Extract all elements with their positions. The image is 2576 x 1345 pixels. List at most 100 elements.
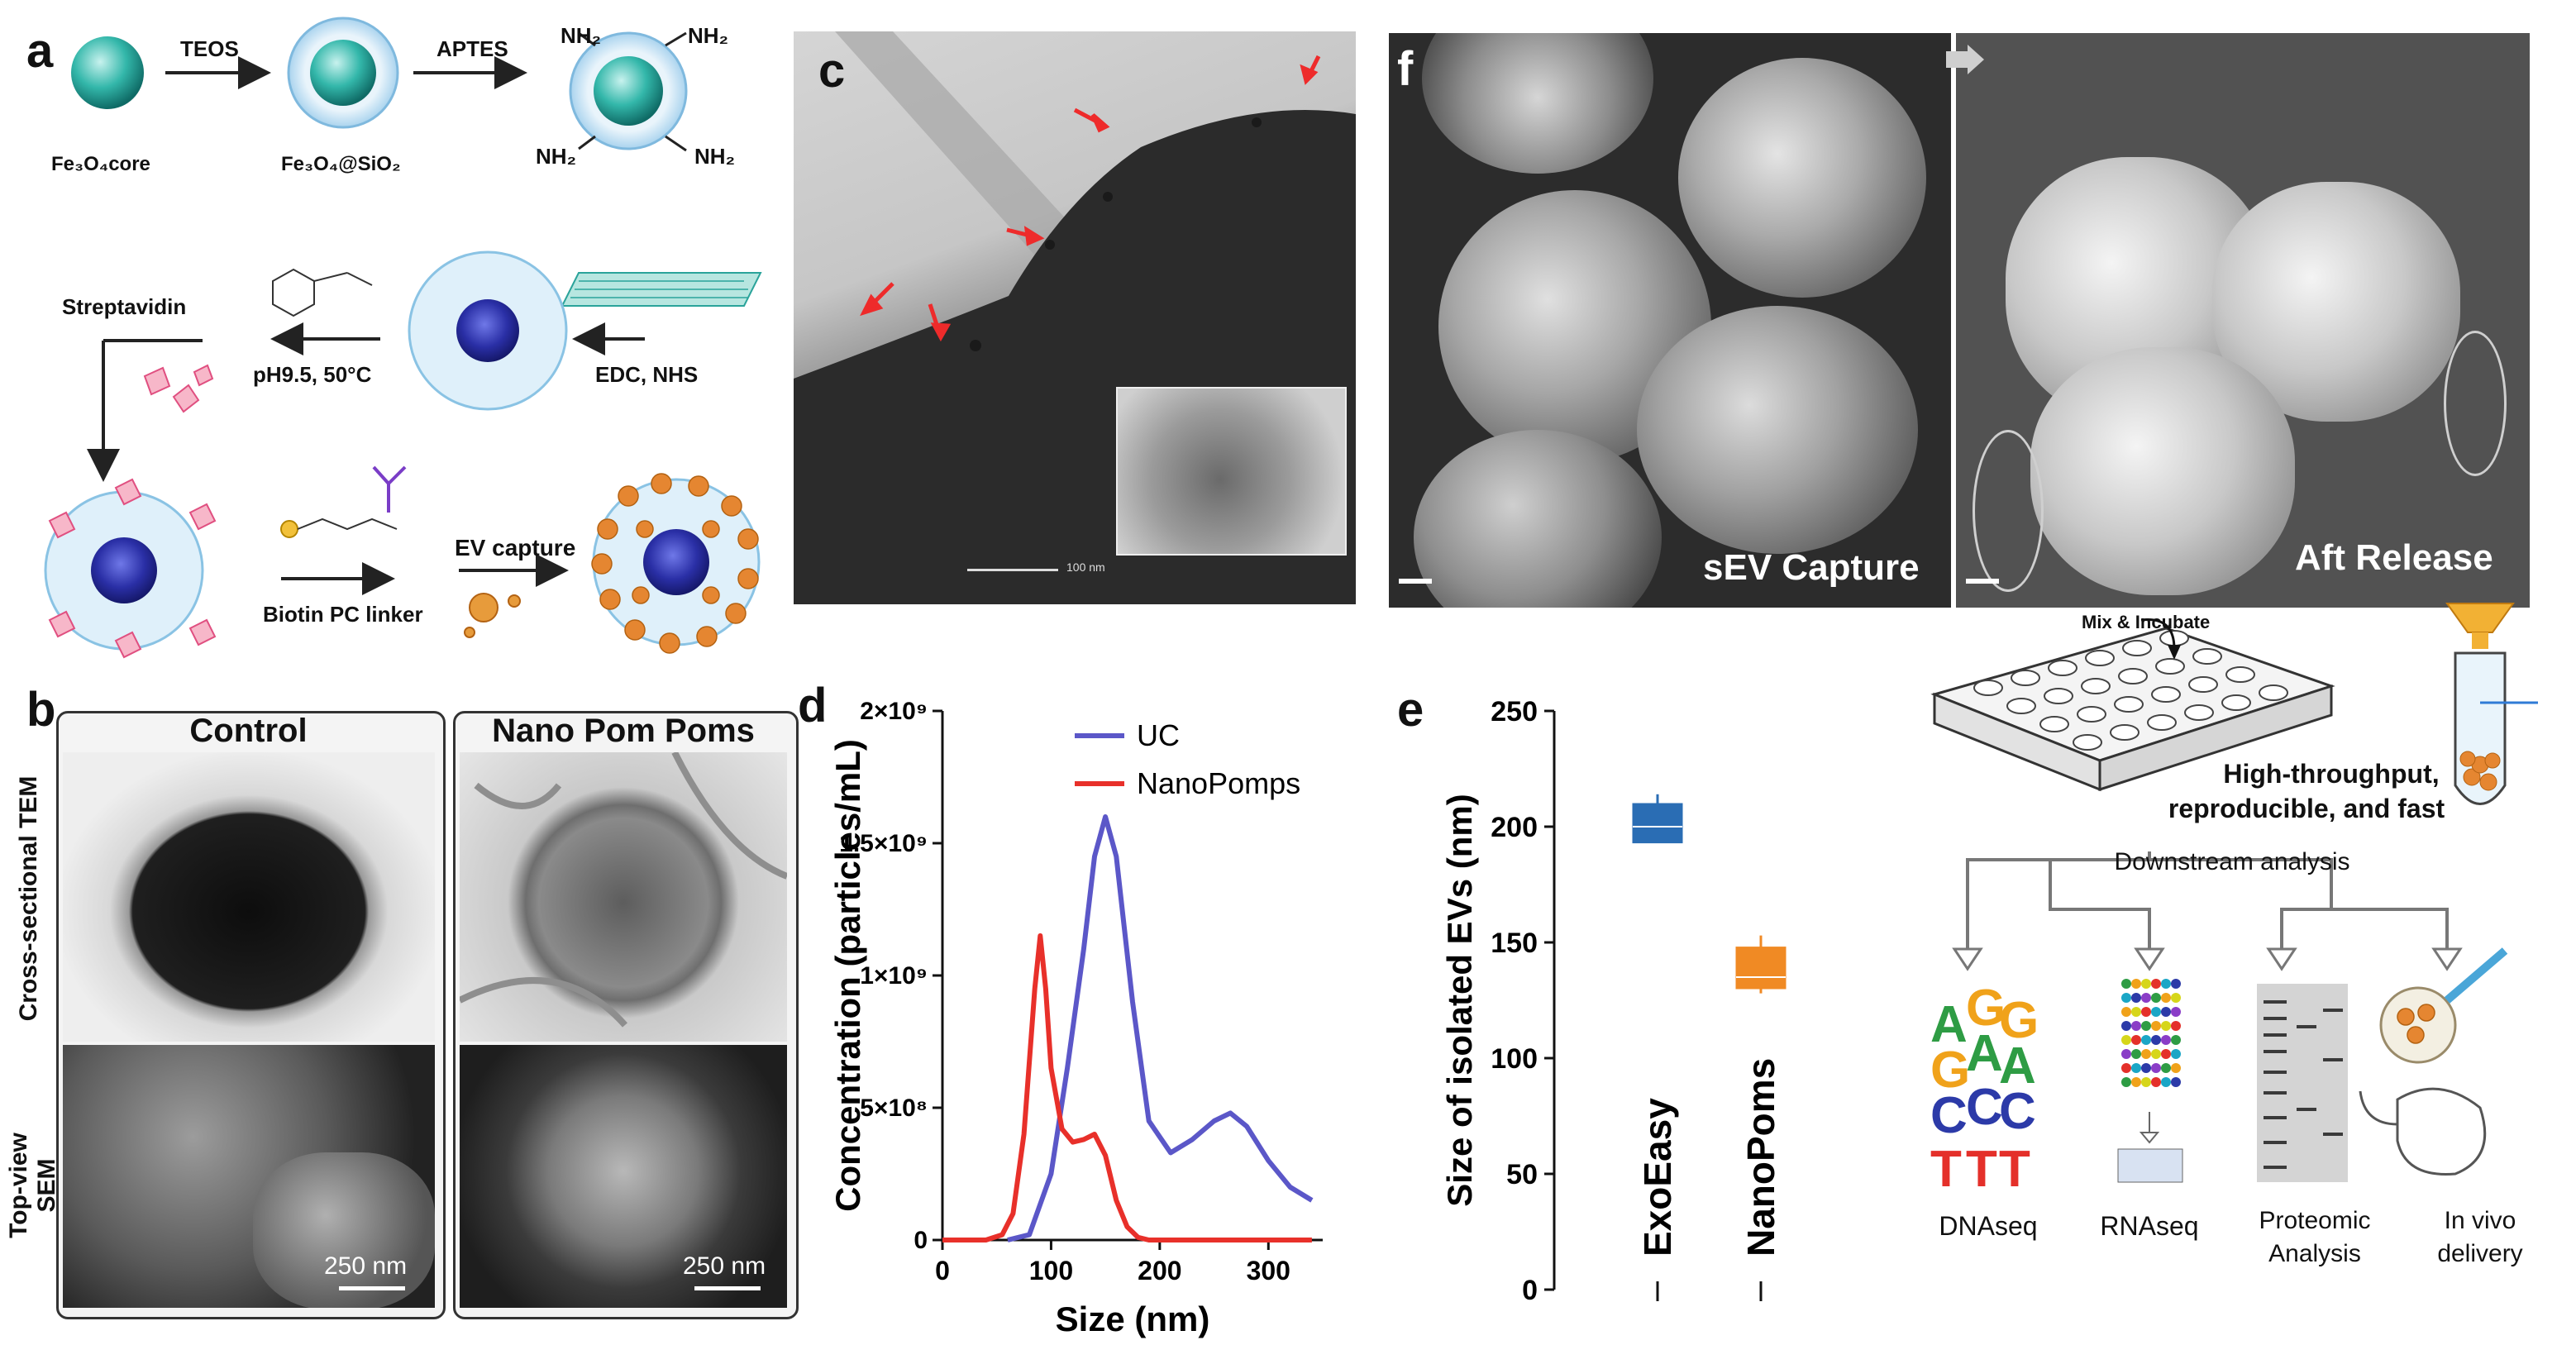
downstream-arrows: [1966, 851, 2449, 951]
rna-output: [2117, 1148, 2183, 1183]
well: [2081, 678, 2111, 694]
well: [2114, 696, 2144, 713]
rna-dot: [2161, 1049, 2171, 1059]
nh2-label-4: NH₂: [536, 144, 576, 169]
well: [2118, 668, 2148, 684]
box-exoeasy: [1632, 803, 1683, 844]
rna-dot: [2131, 993, 2141, 1003]
sem-release-image: [1956, 33, 2530, 608]
ev-capture-label: EV capture: [455, 535, 575, 560]
fe3o4-core-label: Fe₃O₄core: [51, 153, 150, 175]
gel-band: [2323, 1009, 2343, 1012]
well: [2155, 658, 2185, 675]
dnaseq-label: DNAseq: [1939, 1211, 2038, 1241]
gel-band: [2264, 1017, 2287, 1020]
proteomic-label-2: Analysis: [2268, 1240, 2361, 1267]
gel-band: [2297, 1108, 2316, 1111]
well: [2122, 640, 2152, 656]
gel-band: [2264, 1033, 2287, 1037]
gel-band: [2264, 1166, 2287, 1169]
row-label-sem: Top-view SEM: [5, 1133, 60, 1238]
rna-dot: [2121, 979, 2131, 989]
rna-dot: [2141, 1035, 2151, 1045]
well-plate: [1930, 627, 2335, 792]
well: [2073, 734, 2102, 751]
svg-text:A: A: [1999, 1037, 2036, 1095]
gel-image: [2257, 984, 2348, 1182]
invivo-label-2: delivery: [2437, 1240, 2523, 1267]
rna-dot: [2171, 1063, 2181, 1073]
scale-bar-right: [694, 1286, 761, 1290]
rna-dot: [2141, 1007, 2151, 1017]
rna-grid: [2121, 979, 2181, 1087]
svg-text:A: A: [1930, 996, 1968, 1053]
rna-dot: [2161, 1007, 2171, 1017]
well: [2225, 666, 2255, 683]
arrow-right-icon: [1946, 45, 1984, 74]
htp-line2: reproducible, and fast: [2168, 794, 2445, 823]
scale-bar-label-c: 100 nm: [1066, 560, 1105, 574]
scale-bar-f-left: [1399, 579, 1432, 584]
y-tick-label-e: 50: [1506, 1159, 1538, 1190]
x-tick-label-d: 100: [1029, 1256, 1073, 1285]
svg-text:G: G: [1930, 1042, 1970, 1099]
control-sem-image: [63, 1045, 435, 1308]
rna-dot: [2131, 1007, 2141, 1017]
htp-line1: High-throughput,: [2223, 759, 2440, 789]
category-label-nanopoms: NanoPoms: [1739, 1058, 1782, 1257]
well: [2221, 694, 2251, 711]
gel-band: [2264, 1091, 2287, 1095]
svg-text:G: G: [1999, 992, 2039, 1049]
chart-e: 0 50 100 150 200 250 Size of isolated EVs (nm)…: [1440, 696, 1787, 1306]
rna-dot: [2161, 1063, 2171, 1073]
gel-band: [2264, 1141, 2287, 1144]
well: [2044, 688, 2073, 704]
rna-dot: [2151, 1007, 2161, 1017]
rna-dot: [2121, 1021, 2131, 1031]
y-tick-label-e: 0: [1522, 1275, 1538, 1306]
y-tick-label-d: 2×10⁹: [860, 698, 928, 725]
rna-dot: [2151, 993, 2161, 1003]
teos-label: TEOS: [180, 36, 239, 61]
rna-dot: [2171, 1077, 2181, 1087]
well: [2077, 706, 2106, 723]
y-tick-label-e: 150: [1491, 928, 1538, 959]
funnel-tube: [2445, 603, 2538, 805]
gel-band: [2264, 1071, 2287, 1074]
streptavidin-particle: [44, 478, 217, 659]
svg-text:G: G: [1966, 980, 2006, 1037]
panel-a-letter: a: [26, 24, 54, 78]
gel-band: [2297, 1025, 2316, 1028]
svg-text:C: C: [1999, 1083, 2036, 1140]
well: [2006, 698, 2036, 714]
divider-f: [1951, 33, 1956, 608]
rna-dot: [2131, 1077, 2141, 1087]
svg-text:T: T: [1930, 1141, 1962, 1198]
invivo-label-1: In vivo: [2444, 1207, 2516, 1234]
category-label-exoeasy: ExoEasy: [1636, 1098, 1679, 1257]
mouse-icon: [2359, 947, 2508, 1176]
x-tick-label-d: 300: [1247, 1256, 1290, 1285]
well: [2039, 716, 2069, 732]
tem-inset-c: [1116, 387, 1347, 556]
nh2-label-3: NH₂: [694, 144, 735, 169]
ph-label: pH9.5, 50°C: [253, 362, 372, 387]
panel-f-letter: f: [1397, 42, 1414, 96]
biotin-linker-label: Biotin PC linker: [263, 602, 423, 627]
rna-dot: [2151, 979, 2161, 989]
rna-dot: [2171, 979, 2181, 989]
aptes-label: APTES: [436, 36, 508, 61]
well: [2048, 660, 2077, 676]
rna-dot: [2161, 993, 2171, 1003]
control-label: Control: [189, 713, 308, 749]
fe3o4-sio2-label: Fe₃O₄@SiO₂: [281, 153, 401, 175]
rna-dot: [2171, 1049, 2181, 1059]
rna-dot: [2121, 1035, 2131, 1045]
tem-image-c: [794, 31, 1356, 604]
well: [2151, 686, 2181, 703]
rna-dot: [2151, 1035, 2161, 1045]
rna-dot: [2121, 993, 2131, 1003]
box-nanopoms: [1735, 947, 1787, 990]
